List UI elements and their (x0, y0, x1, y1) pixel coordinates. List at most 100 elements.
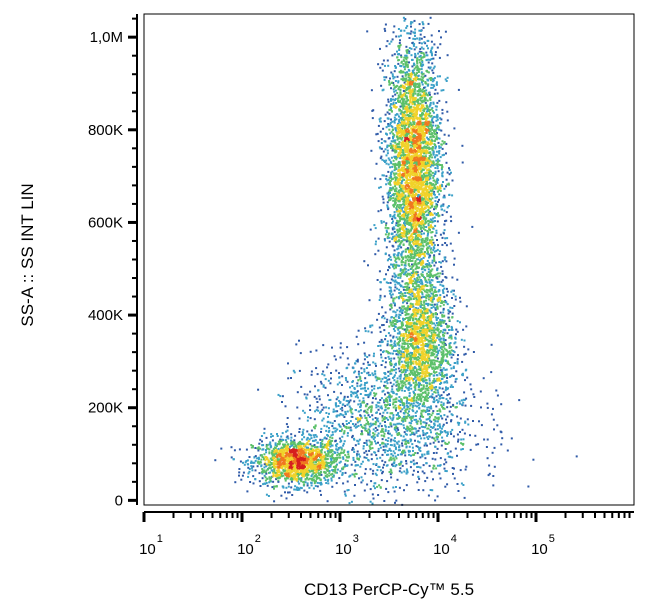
event-dot (422, 47, 425, 50)
event-dot (280, 473, 283, 476)
event-dot (283, 459, 286, 462)
event-dot (419, 244, 422, 247)
event-dot (412, 186, 415, 189)
event-dot (294, 467, 297, 470)
event-dot (341, 472, 344, 474)
event-dot (252, 482, 255, 485)
event-dot (429, 206, 432, 209)
event-dot (440, 89, 443, 92)
event-dot (430, 251, 433, 254)
event-dot (396, 50, 398, 53)
event-dot (401, 136, 404, 139)
event-dot (393, 235, 396, 238)
event-dot (397, 257, 400, 260)
event-dot (273, 457, 276, 459)
event-dot (430, 231, 433, 234)
event-dot (402, 273, 405, 276)
event-dot (303, 445, 306, 448)
event-dot (409, 247, 412, 250)
event-dot (422, 217, 425, 220)
event-dot (279, 438, 282, 441)
event-dot (400, 135, 402, 138)
event-dot (436, 127, 439, 129)
event-dot (397, 191, 400, 193)
event-dot (422, 194, 425, 197)
event-dot (327, 478, 330, 481)
event-dot (397, 126, 400, 129)
event-dot (398, 127, 401, 129)
event-dot (416, 194, 419, 196)
event-dot (430, 205, 433, 208)
event-dot (403, 127, 406, 130)
event-dot (405, 221, 408, 224)
event-dot (394, 286, 397, 289)
event-dot (340, 448, 343, 451)
event-dot (315, 478, 318, 480)
event-dot (434, 171, 437, 174)
event-dot (380, 138, 383, 141)
event-dot (393, 216, 396, 219)
event-dot (374, 177, 377, 180)
event-dot (384, 226, 387, 229)
event-dot (411, 81, 414, 84)
event-dot (411, 99, 414, 102)
event-dot (420, 187, 423, 190)
event-dot (385, 281, 388, 284)
event-dot (424, 198, 427, 201)
event-dot (414, 164, 417, 167)
event-dot (426, 193, 429, 196)
event-dot (391, 177, 394, 180)
event-dot (268, 481, 271, 484)
event-dot (293, 449, 296, 452)
event-dot (392, 215, 395, 218)
event-dot (436, 220, 439, 223)
event-dot (409, 166, 412, 169)
event-dot (438, 253, 441, 256)
event-dot (422, 160, 425, 163)
event-dot (409, 190, 412, 193)
event-dot (393, 181, 396, 184)
event-dot (411, 103, 414, 106)
event-dot (296, 443, 299, 446)
event-dot (305, 473, 308, 476)
event-dot (268, 452, 271, 455)
event-dot (428, 228, 431, 231)
event-dot (394, 118, 396, 121)
event-dot (282, 462, 285, 465)
event-dot (292, 448, 294, 451)
event-dot (406, 128, 409, 131)
event-dot (381, 158, 384, 161)
event-dot (417, 52, 420, 55)
event-dot (395, 181, 398, 184)
event-dot (248, 470, 251, 473)
event-dot (389, 281, 392, 284)
event-dot (422, 94, 424, 97)
event-dot (441, 243, 444, 246)
event-dot (438, 145, 441, 148)
event-dot (314, 434, 317, 436)
event-dot (441, 140, 444, 143)
event-dot (425, 149, 428, 152)
event-dot (403, 147, 406, 150)
event-dot (428, 93, 431, 96)
event-dot (273, 487, 275, 490)
event-dot (429, 181, 431, 184)
event-dot (336, 454, 339, 457)
event-dot (396, 147, 398, 150)
event-dot (315, 471, 318, 474)
event-dot (310, 470, 313, 473)
event-dot (307, 443, 310, 446)
event-dot (426, 54, 429, 57)
event-dot (427, 127, 430, 130)
event-dot (405, 97, 408, 100)
event-dot (431, 259, 434, 262)
event-dot (438, 261, 441, 263)
event-dot (305, 442, 308, 445)
event-dot (390, 263, 392, 266)
event-dot (392, 159, 395, 162)
event-dot (419, 114, 422, 117)
event-dot (250, 467, 253, 470)
event-dot (427, 120, 430, 123)
event-dot (429, 58, 432, 61)
